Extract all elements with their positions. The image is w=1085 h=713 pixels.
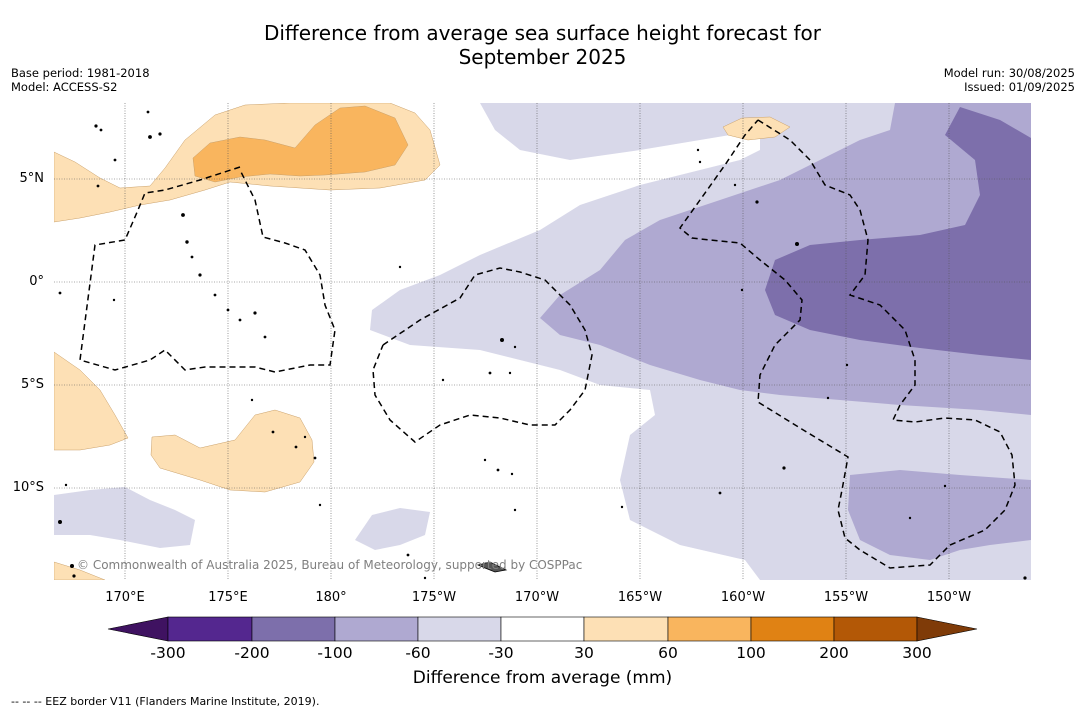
contour-dark-purple xyxy=(765,107,1031,360)
gridlines xyxy=(54,103,1031,580)
copyright-notice: © Commonwealth of Australia 2025, Bureau… xyxy=(77,558,583,572)
colorbar-bin-8 xyxy=(750,616,835,642)
colorbar xyxy=(107,616,978,642)
contour-medium-purple-south xyxy=(848,470,1031,560)
colorbar-tick: 60 xyxy=(658,644,678,662)
colorbar-tick: 30 xyxy=(574,644,594,662)
colorbar-tick: 200 xyxy=(819,644,849,662)
lat-label-5s: 5°S xyxy=(20,377,44,392)
lon-label-175e: 175°E xyxy=(208,590,248,605)
lon-label-160w: 160°W xyxy=(720,590,766,605)
lat-label-10s: 10°S xyxy=(12,480,44,495)
colorbar-bin-4 xyxy=(417,616,502,642)
colorbar-tick: 300 xyxy=(902,644,932,662)
colorbar-tick: 100 xyxy=(736,644,766,662)
colorbar-bin-1 xyxy=(167,616,253,642)
lon-label-175w: 175°W xyxy=(411,590,457,605)
lon-label-170e: 170°E xyxy=(105,590,145,605)
contour-medium-orange xyxy=(192,105,409,183)
colorbar-bin-9 xyxy=(833,616,918,642)
colorbar-tick: -30 xyxy=(488,644,514,662)
colorbar-bin-3 xyxy=(334,616,419,642)
eez-borders xyxy=(79,119,1016,569)
model-run: Model run: 30/08/2025 xyxy=(943,66,1075,80)
contour-light-orange-small xyxy=(722,116,791,141)
lon-label-150w: 150°W xyxy=(926,590,972,605)
lat-label-0: 0° xyxy=(29,274,44,289)
colorbar-extend-low xyxy=(107,616,169,642)
contour-light-orange-south xyxy=(150,409,315,493)
colorbar-bin-7 xyxy=(667,616,752,642)
contour-light-purple-island xyxy=(355,508,430,550)
islands xyxy=(58,110,1027,580)
colorbar-tick: -200 xyxy=(234,644,270,662)
meta-right: Model run: 30/08/2025 Issued: 01/09/2025 xyxy=(944,66,1075,94)
title-line-1: Difference from average sea surface heig… xyxy=(263,21,822,45)
chart-title: Difference from average sea surface heig… xyxy=(0,21,1085,69)
lon-label-155w: 155°W xyxy=(823,590,869,605)
lon-label-165w: 165°W xyxy=(617,590,663,605)
issued-date: Issued: 01/09/2025 xyxy=(964,80,1075,94)
contour-light-purple-north xyxy=(525,103,605,108)
map-area xyxy=(54,103,1031,580)
lon-label-170w: 170°W xyxy=(514,590,560,605)
contour-light-orange-west xyxy=(54,351,129,451)
model-name: Model: ACCESS-S2 xyxy=(11,80,118,94)
colorbar-bin-2 xyxy=(251,616,336,642)
meta-left: Base period: 1981-2018 Model: ACCESS-S2 xyxy=(11,66,150,94)
lon-label-180: 180° xyxy=(315,590,347,605)
base-period: Base period: 1981-2018 xyxy=(11,66,150,80)
contour-light-purple-west xyxy=(54,487,195,548)
colorbar-tick: -100 xyxy=(317,644,353,662)
colorbar-title: Difference from average (mm) xyxy=(412,668,673,688)
title-line-2: September 2025 xyxy=(458,45,627,69)
colorbar-tick: -60 xyxy=(405,644,431,662)
colorbar-bin-6 xyxy=(583,616,669,642)
colorbar-bin-5 xyxy=(500,616,585,642)
lat-label-5n: 5°N xyxy=(19,171,45,186)
eez-legend-note: -- -- -- EEZ border V11 (Flanders Marine… xyxy=(11,695,320,708)
colorbar-extend-high xyxy=(916,616,978,642)
colorbar-tick: -300 xyxy=(150,644,186,662)
